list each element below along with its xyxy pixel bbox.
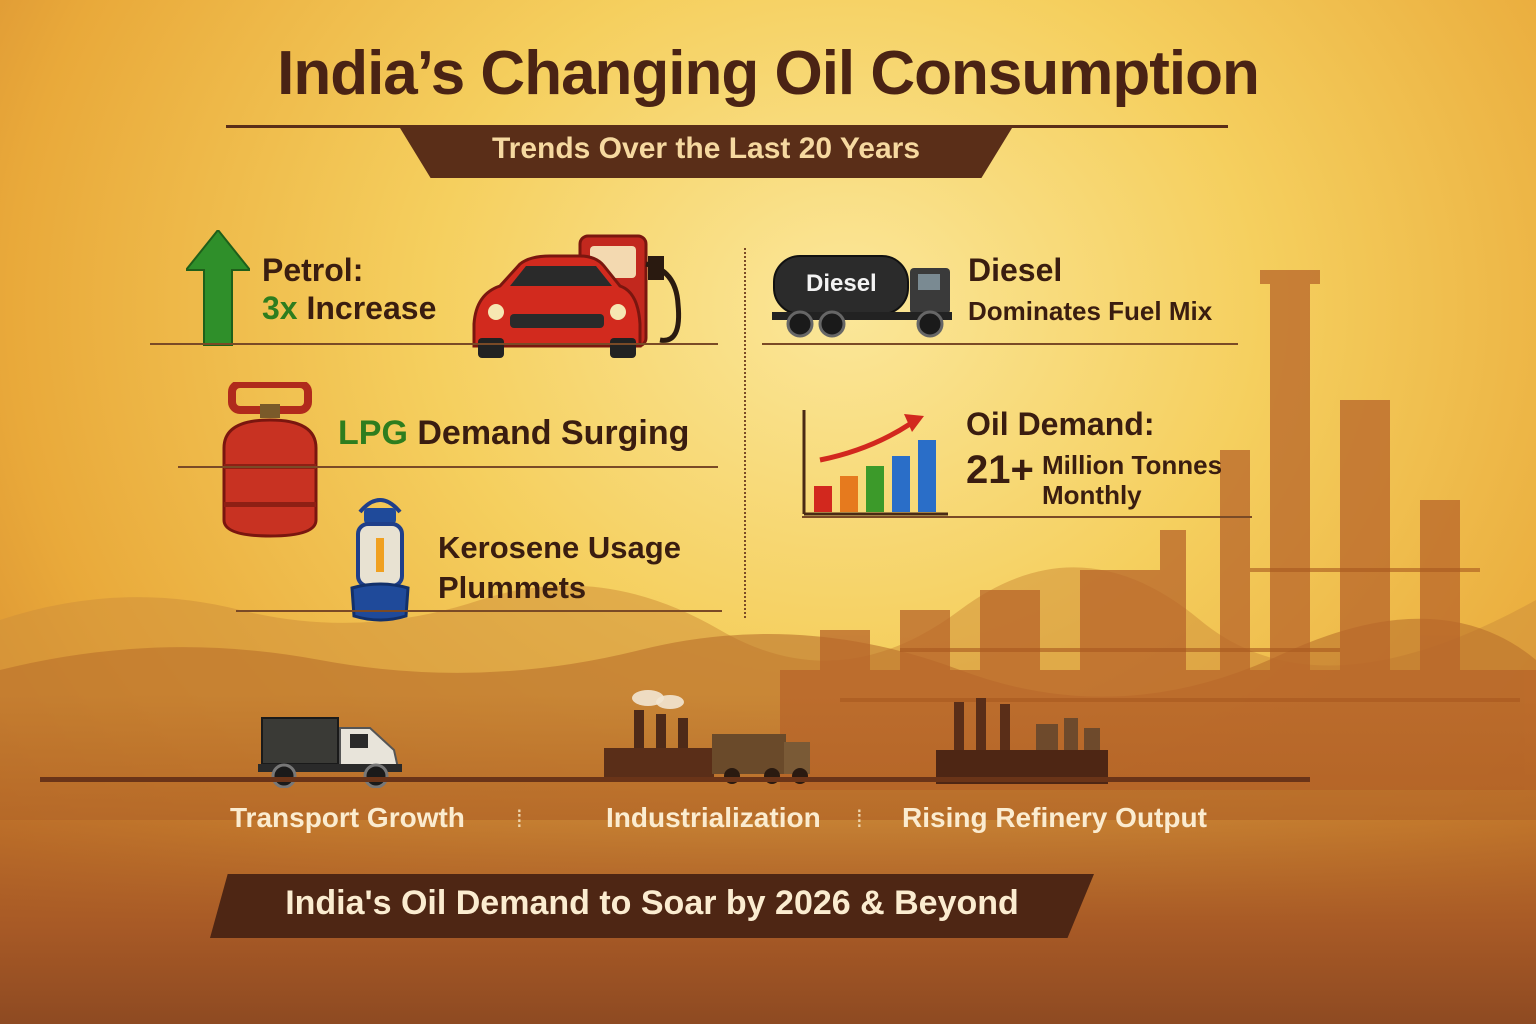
page-title: India’s Changing Oil Consumption <box>277 39 1260 108</box>
driver-separator-1: ⁞ <box>516 806 523 833</box>
bar-chart-icon <box>802 410 948 516</box>
kerosene-line1: Kerosene Usage <box>438 530 681 565</box>
oil-demand-line1: Million Tonnes <box>1042 450 1223 480</box>
diesel-text: Dominates Fuel Mix <box>968 296 1213 326</box>
footer-banner <box>210 874 1094 938</box>
kerosene-rule <box>236 610 722 612</box>
oil-demand-line2: Monthly <box>1042 480 1142 510</box>
driver-refinery: Rising Refinery Output <box>902 802 1207 833</box>
truck-icon <box>258 717 402 788</box>
lpg-highlight: LPG <box>338 414 408 452</box>
car-fuel-pump-group <box>472 234 682 358</box>
diesel-title: Diesel <box>968 252 1063 288</box>
lpg-text: Demand Surging <box>417 414 690 452</box>
lpg-cylinder-icon <box>222 382 318 538</box>
title-rule <box>226 125 1228 128</box>
center-divider <box>744 248 746 618</box>
petrol-rule <box>150 343 718 345</box>
footer-banner-text: India's Oil Demand to Soar by 2026 & Bey… <box>285 884 1019 922</box>
diesel-rule <box>762 343 1238 345</box>
oil-demand-rule <box>802 516 1252 518</box>
kerosene-line2: Plummets <box>438 570 587 605</box>
diesel-truck-icon <box>772 255 952 338</box>
ground-rule <box>40 777 1310 782</box>
lpg-rule <box>178 466 718 468</box>
subtitle: Trends Over the Last 20 Years <box>491 132 920 165</box>
petrol-label: Petrol: <box>262 252 364 288</box>
car-icon <box>472 254 642 358</box>
subtitle-ribbon <box>400 128 1012 178</box>
oil-demand-label: Oil Demand: <box>966 406 1155 442</box>
lpg-line: LPG Demand Surging <box>338 414 689 453</box>
diesel-truck-label: Diesel <box>806 270 877 297</box>
driver-industrialization: Industrialization <box>606 802 821 833</box>
petrol-text: Increase <box>306 290 437 326</box>
oil-demand-value: 21+ <box>966 448 1034 492</box>
petrol-value: 3x <box>262 290 298 326</box>
factory-icon <box>604 690 810 784</box>
driver-transport: Transport Growth <box>230 802 465 833</box>
lantern-icon <box>350 498 410 622</box>
up-arrow-icon <box>186 230 250 346</box>
petrol-stat: 3x Increase <box>262 290 436 327</box>
refinery-icon <box>936 698 1108 784</box>
driver-separator-2: ⁞ <box>856 806 863 833</box>
